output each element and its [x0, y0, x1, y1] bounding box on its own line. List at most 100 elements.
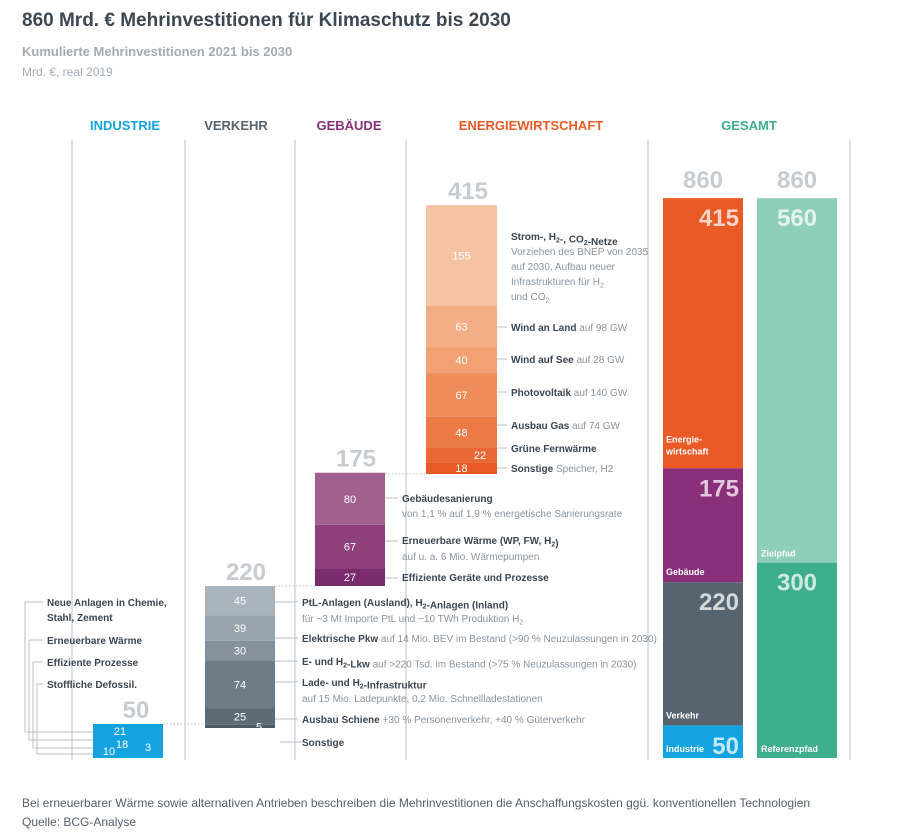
sector-header-2: GEBÄUDE: [316, 118, 381, 133]
bar-2-2: [315, 568, 385, 586]
category-label-1-1: Elektrische Pkw auf 14 Mio. BEV im Besta…: [302, 634, 657, 645]
gesamt-sector-bar-1: [663, 468, 743, 583]
sector-header-gesamt: GESAMT: [721, 118, 777, 133]
category-detail-3-0-3: und CO2: [511, 292, 549, 305]
category-detail-3-0-2: Infrastrukturen für H2: [511, 277, 604, 290]
value-label-1-0: 45: [234, 596, 246, 608]
value-label-0-3: 10: [103, 746, 115, 758]
category-label-1-2: E- und H2-Lkw auf >220 Tsd. im Bestand (…: [302, 657, 636, 671]
sector-total-3: 415: [448, 178, 488, 205]
value-label-3-6: 18: [455, 463, 467, 475]
gesamt-sector-value-2: 220: [699, 589, 739, 616]
sector-total-1: 220: [226, 559, 266, 586]
bar-0-main: [93, 724, 163, 758]
footnote: Bei erneuerbarer Wärme sowie alternative…: [22, 796, 811, 810]
value-label-3-4: 48: [455, 427, 467, 439]
category-label-1-0: PtL-Anlagen (Ausland), H2-Anlagen (Inlan…: [302, 598, 508, 612]
chart-subtitle: Kumulierte Mehrinvestitionen 2021 bis 20…: [22, 44, 293, 59]
sector-total-2: 175: [336, 446, 376, 473]
category-label-3-3: Photovoltaik auf 140 GW: [511, 388, 628, 399]
category-label-0-0b: Stahl, Zement: [47, 613, 113, 624]
category-label-1-4: Ausbau Schiene +30 % Personenverkehr, +4…: [302, 715, 586, 726]
gesamt-path-bar-1: [757, 562, 837, 758]
value-label-3-0: 155: [452, 251, 470, 263]
value-label-3-3: 67: [455, 390, 467, 402]
gesamt-sector-value-1: 175: [699, 475, 739, 502]
category-label-0-3: Stoffliche Defossil.: [47, 680, 137, 691]
value-label-2-0: 80: [344, 494, 356, 506]
category-label-1-3: Lade- und H2-Infrastruktur: [302, 678, 427, 692]
category-label-0-1: Erneuerbare Wärme: [47, 636, 142, 647]
sector-header-0: INDUSTRIE: [90, 118, 160, 133]
bar-1-0: [205, 586, 275, 616]
category-label-0-0a: Neue Anlagen in Chemie,: [47, 598, 167, 609]
category-detail-2-0: von 1,1 % auf 1,9 % energetische Sanieru…: [402, 509, 623, 520]
category-label-3-0: Strom-, H2-, CO2-Netze: [511, 232, 618, 248]
gesamt-sector-label-0a: Energie-: [666, 434, 702, 444]
category-detail-2-1: auf u. a. 6 Mio. Wärmepumpen: [402, 552, 539, 563]
value-label-3-2: 40: [455, 355, 467, 367]
value-label-3-1: 63: [455, 322, 467, 334]
gesamt-total-path: 860: [777, 167, 817, 194]
bar-1-2: [205, 640, 275, 661]
gesamt-sector-label-0b: wirtschaft: [665, 446, 709, 456]
category-detail-3-0-0: Vorziehen des BNEP von 2035: [511, 247, 649, 258]
gesamt-sector-bar-3: [663, 725, 743, 758]
bar-1-3: [205, 660, 275, 709]
bar-3-2: [426, 347, 497, 374]
bar-1-4: [205, 708, 275, 725]
bar-3-5: [426, 447, 497, 463]
gesamt-sector-label-1: Gebäude: [666, 567, 705, 577]
value-label-0-0: 21: [114, 726, 126, 738]
value-label-1-4: 25: [234, 712, 246, 724]
investment-chart: INDUSTRIE VERKEHR GEBÄUDE ENERGIEWIRTSCHAFT…: [24, 118, 851, 760]
gesamt-sector-label-3: Industrie: [666, 744, 704, 754]
value-label-1-3: 74: [234, 679, 246, 691]
source-note: Quelle: BCG-Analyse: [22, 815, 137, 829]
bar-2-1: [315, 524, 385, 569]
value-label-3-5: 22: [474, 450, 486, 462]
value-label-1-1: 39: [234, 623, 246, 635]
category-detail-1-0: für ~3 Mt Importe PtL und ~10 TWh Produk…: [302, 614, 523, 627]
category-label-1-5: Sonstige: [302, 738, 345, 749]
category-label-2-1: Erneuerbare Wärme (WP, FW, H2): [402, 536, 559, 550]
bar-1-5: [205, 724, 275, 728]
value-label-0-1: 18: [116, 739, 128, 751]
gesamt-path-bar-0: [757, 198, 837, 563]
page-title: 860 Mrd. € Mehrinvestitionen für Klimasc…: [22, 10, 511, 31]
value-label-0-2: 3: [145, 742, 151, 754]
gesamt-path-label-1: Referenzpfad: [761, 744, 818, 754]
bar-2-0: [315, 472, 385, 525]
bar-3-0: [426, 205, 497, 307]
gesamt-path-value-1: 300: [777, 570, 817, 597]
value-label-2-1: 67: [344, 542, 356, 554]
category-detail-3-0-1: auf 2030, Aufbau neuer: [511, 262, 616, 273]
sector-total-0: 50: [123, 697, 150, 724]
bar-3-1: [426, 306, 497, 348]
value-label-2-2: 27: [344, 572, 356, 584]
value-label-1-2: 30: [234, 646, 246, 658]
gesamt-sector-bar-2: [663, 582, 743, 726]
category-label-2-0: Gebäudesanierung: [402, 494, 493, 505]
category-label-0-2: Effiziente Prozesse: [47, 658, 139, 669]
category-label-3-1: Wind an Land auf 98 GW: [511, 323, 628, 334]
sector-header-1: VERKEHR: [204, 118, 268, 133]
gesamt-sector-value-0: 415: [699, 205, 739, 232]
chart-unit: Mrd. €, real 2019: [22, 65, 113, 79]
value-label-1-5: 5: [256, 721, 262, 733]
category-detail-1-3: auf 15 Mio. Ladepunkte, 0,2 Mio. Schnell…: [302, 694, 543, 705]
gesamt-path-value-0: 560: [777, 205, 817, 232]
gesamt-total-sector: 860: [683, 167, 723, 194]
category-label-3-6: Sonstige Speicher, H2: [511, 464, 614, 475]
gesamt-sector-bar-0: [663, 198, 743, 469]
gesamt-sector-value-3: 50: [712, 733, 739, 760]
bar-3-4: [426, 416, 497, 448]
category-label-3-5: Grüne Fernwärme: [511, 444, 597, 455]
category-label-3-2: Wind auf See auf 28 GW: [511, 355, 625, 366]
category-label-2-2: Effiziente Geräte und Prozesse: [402, 573, 549, 584]
sector-header-3: ENERGIEWIRTSCHAFT: [459, 118, 604, 133]
bar-3-6: [426, 462, 497, 474]
gesamt-path-label-0: Zielpfad: [761, 549, 796, 559]
category-label-3-4: Ausbau Gas auf 74 GW: [511, 421, 620, 432]
bar-3-3: [426, 373, 497, 417]
